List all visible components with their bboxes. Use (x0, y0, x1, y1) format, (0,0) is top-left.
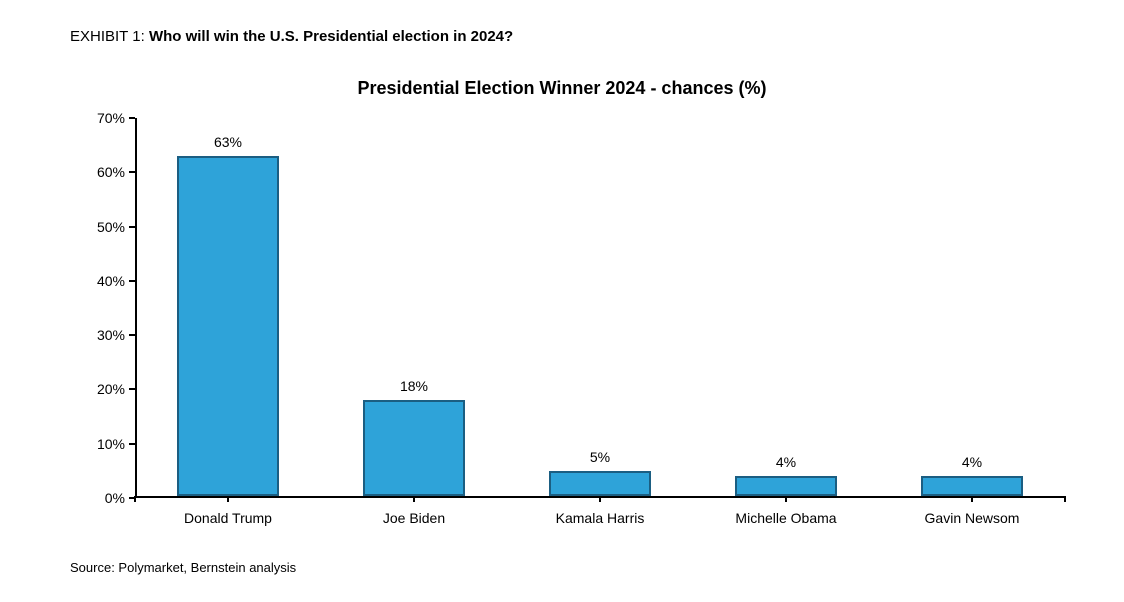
x-tick (971, 496, 973, 502)
bar-value-label: 18% (400, 378, 428, 394)
y-tick (129, 388, 135, 390)
bar (735, 476, 837, 496)
page: EXHIBIT 1: Who will win the U.S. Preside… (0, 0, 1124, 602)
category-label: Joe Biden (383, 510, 445, 526)
y-tick (129, 117, 135, 119)
bar-value-label: 4% (962, 454, 982, 470)
y-tick (129, 334, 135, 336)
exhibit-heading: EXHIBIT 1: Who will win the U.S. Preside… (70, 28, 513, 45)
bar (363, 400, 465, 496)
y-tick (129, 280, 135, 282)
y-tick (129, 171, 135, 173)
x-tick (1064, 496, 1066, 502)
y-tick-label: 0% (65, 490, 125, 506)
category-label: Kamala Harris (556, 510, 645, 526)
category-label: Michelle Obama (735, 510, 836, 526)
category-label: Donald Trump (184, 510, 272, 526)
bar-value-label: 4% (776, 454, 796, 470)
y-tick-label: 70% (65, 110, 125, 126)
y-tick-label: 30% (65, 327, 125, 343)
exhibit-title: Who will win the U.S. Presidential elect… (149, 28, 513, 45)
bar-chart: 0%10%20%30%40%50%60%70%63%Donald Trump18… (135, 118, 1065, 498)
y-tick-label: 40% (65, 273, 125, 289)
x-tick (785, 496, 787, 502)
y-tick-label: 50% (65, 219, 125, 235)
x-tick (413, 496, 415, 502)
chart-title: Presidential Election Winner 2024 - chan… (0, 78, 1124, 99)
bar-value-label: 63% (214, 134, 242, 150)
y-axis (135, 118, 137, 498)
bar (177, 156, 279, 496)
y-tick-label: 60% (65, 164, 125, 180)
y-tick (129, 443, 135, 445)
y-tick (129, 226, 135, 228)
x-tick (599, 496, 601, 502)
y-tick-label: 10% (65, 436, 125, 452)
source-text: Source: Polymarket, Bernstein analysis (70, 560, 296, 575)
exhibit-prefix: EXHIBIT 1: (70, 28, 145, 45)
bar (921, 476, 1023, 496)
x-tick (227, 496, 229, 502)
bar-value-label: 5% (590, 449, 610, 465)
x-tick (134, 496, 136, 502)
y-tick-label: 20% (65, 381, 125, 397)
category-label: Gavin Newsom (925, 510, 1020, 526)
bar (549, 471, 651, 496)
